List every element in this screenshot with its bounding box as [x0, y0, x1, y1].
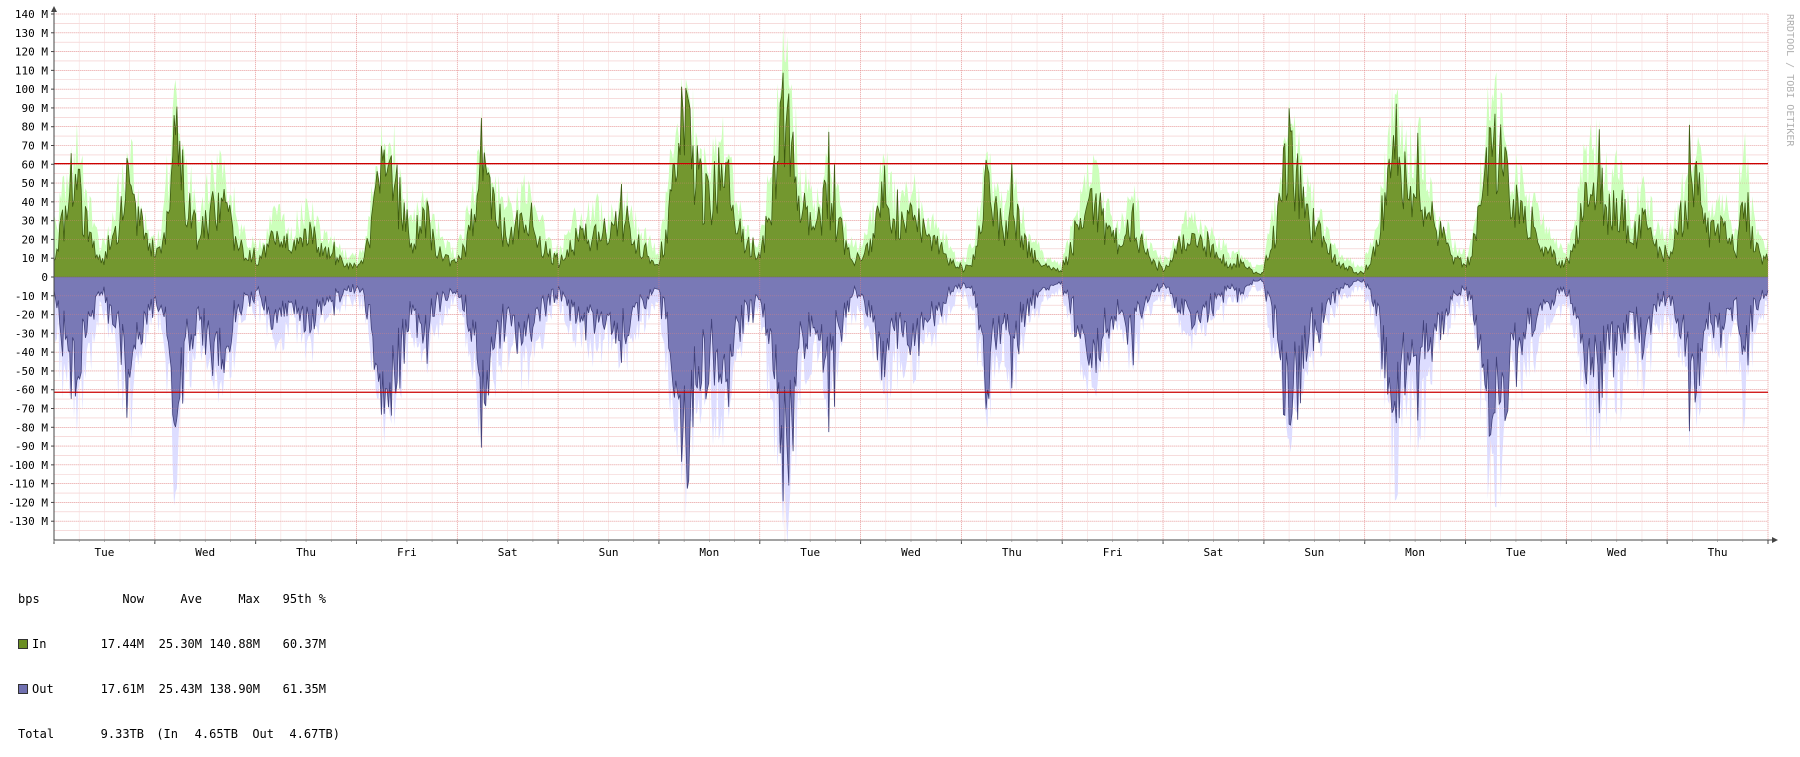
x-tick-label: Sun [599, 546, 619, 559]
legend-total-in-value: 4.65TB [194, 727, 238, 741]
legend-total-out-label: Out [252, 727, 274, 741]
legend-total-in-label: (In [156, 727, 178, 741]
legend-in-ave: 25.30M [158, 637, 202, 651]
legend-swatch-out [18, 684, 28, 694]
y-tick-label: -20 M [15, 309, 48, 322]
legend-row-in: In 17.44M 25.30M 140.88M 60.37M [18, 637, 340, 652]
y-tick-label: -90 M [15, 440, 48, 453]
y-tick-label: -110 M [8, 478, 48, 491]
x-axis-arrow [1772, 537, 1778, 543]
x-tick-label: Sat [498, 546, 518, 559]
legend-total-out-value: 4.67TB) [289, 727, 340, 741]
y-tick-label: -70 M [15, 403, 48, 416]
out-line [53, 278, 1769, 502]
y-tick-label: -10 M [15, 290, 48, 303]
legend-header-ave: Ave [180, 592, 202, 606]
y-tick-label: 40 M [22, 196, 49, 209]
legend-label-in: In [32, 637, 47, 651]
traffic-chart: 140 M 130 M 120 M 110 M 100 M 90 M 80 M 70 M 60 … [8, 6, 1795, 559]
y-tick-label: -130 M [8, 515, 48, 528]
y-axis-arrow [51, 6, 57, 12]
legend-total-label: Total [18, 727, 55, 741]
legend-row-total: Total 9.33TB (In 4.65TB Out 4.67TB) [18, 727, 340, 742]
y-tick-label: 20 M [22, 233, 49, 246]
y-tick-label: -120 M [8, 496, 48, 509]
x-tick-label: Fri [397, 546, 417, 559]
legend-out-now: 17.61M [100, 682, 144, 696]
legend-row-out: Out 17.61M 25.43M 138.90M 61.35M [18, 682, 340, 697]
y-tick-label: -30 M [15, 327, 48, 340]
y-tick-label: 30 M [22, 215, 49, 228]
y-tick-labels: 140 M 130 M 120 M 110 M 100 M 90 M 80 M 70 M 60 … [8, 8, 54, 528]
y-tick-label: 130 M [15, 27, 48, 40]
x-tick-label: Wed [901, 546, 921, 559]
in-line [53, 72, 1769, 276]
x-tick-label: Thu [296, 546, 316, 559]
legend-out-ave: 25.43M [158, 682, 202, 696]
x-tick-label: Sun [1304, 546, 1324, 559]
x-tick-label: Sat [1204, 546, 1224, 559]
in-area [54, 72, 1768, 277]
legend-header-unit: bps [18, 592, 40, 606]
legend-in-p95: 60.37M [282, 637, 326, 651]
y-tick-label: -50 M [15, 365, 48, 378]
y-tick-label: 70 M [22, 140, 49, 153]
x-tick-label: Mon [1405, 546, 1425, 559]
y-tick-label: 90 M [22, 102, 49, 115]
y-tick-label: 80 M [22, 121, 49, 134]
x-tick-label: Thu [1708, 546, 1728, 559]
y-tick-label: 140 M [15, 8, 48, 21]
y-tick-label: 120 M [15, 46, 48, 59]
x-tick-label: Fri [1103, 546, 1123, 559]
legend-swatch-in [18, 639, 28, 649]
y-tick-label: -100 M [8, 459, 48, 472]
y-tick-label: 0 [41, 271, 48, 284]
legend-header: bps Now Ave Max 95th % [18, 592, 340, 607]
legend-label-out: Out [32, 682, 54, 696]
x-tick-labels: Tue Wed Thu Fri Sat Sun Mon Tue Wed Thu Fri Sat Sun M… [53, 540, 1769, 559]
y-tick-label: 110 M [15, 64, 48, 77]
y-tick-label: -40 M [15, 346, 48, 359]
x-tick-label: Wed [1607, 546, 1627, 559]
y-tick-label: 100 M [15, 83, 48, 96]
x-tick-label: Tue [800, 546, 820, 559]
y-tick-label: 10 M [22, 252, 49, 265]
y-tick-label: 50 M [22, 177, 49, 190]
legend-in-max: 140.88M [209, 637, 260, 651]
legend-total-value: 9.33TB [100, 727, 144, 741]
y-tick-label: -80 M [15, 421, 48, 434]
y-tick-label: -60 M [15, 384, 48, 397]
legend-header-now: Now [122, 592, 144, 606]
x-tick-label: Thu [1002, 546, 1022, 559]
x-tick-label: Tue [94, 546, 114, 559]
legend-header-95th: 95th % [282, 592, 326, 606]
x-tick-label: Tue [1506, 546, 1526, 559]
legend-header-max: Max [238, 592, 260, 606]
y-tick-label: 60 M [22, 158, 49, 171]
watermark-text: RRDTOOL / TOBI OETIKER [1784, 14, 1795, 147]
legend: bps Now Ave Max 95th % In 17.44M 25.30M … [18, 562, 340, 757]
x-tick-label: Wed [195, 546, 215, 559]
legend-in-now: 17.44M [100, 637, 144, 651]
x-tick-label: Mon [699, 546, 719, 559]
legend-out-max: 138.90M [209, 682, 260, 696]
legend-out-p95: 61.35M [282, 682, 326, 696]
